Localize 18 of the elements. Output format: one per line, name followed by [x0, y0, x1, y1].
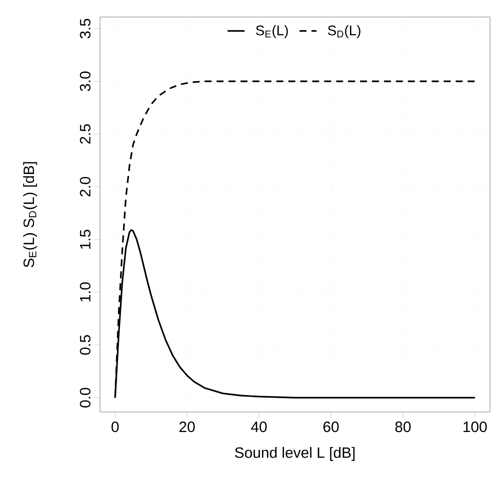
x-tick-label: 80: [395, 422, 411, 432]
y-tick-label: 0.5: [80, 335, 90, 355]
y-tick-label: 1.0: [80, 282, 90, 302]
y-tick-label: 3.0: [80, 72, 90, 92]
y-tick-label: 0.0: [80, 388, 90, 408]
x-tick-label: 40: [251, 422, 267, 432]
x-axis-title: Sound level L [dB]: [235, 446, 355, 461]
legend-label: S$_{D}$(L): [328, 25, 360, 38]
y-tick-label: 3.5: [80, 18, 90, 38]
y-axis-title: S$_{E}$(L) S$_{D}$(L) [dB]: [23, 162, 38, 268]
legend-label: S$_{E}$(L): [256, 25, 288, 38]
x-tick-label: 60: [323, 422, 339, 432]
y-tick-label: 2.5: [80, 124, 90, 144]
y-tick-label: 1.5: [80, 230, 90, 249]
x-tick-label: 100: [464, 422, 487, 432]
x-tick-label: 20: [180, 422, 195, 432]
x-tick-label: 0: [112, 422, 119, 432]
y-tick-label: 2.0: [80, 176, 90, 196]
